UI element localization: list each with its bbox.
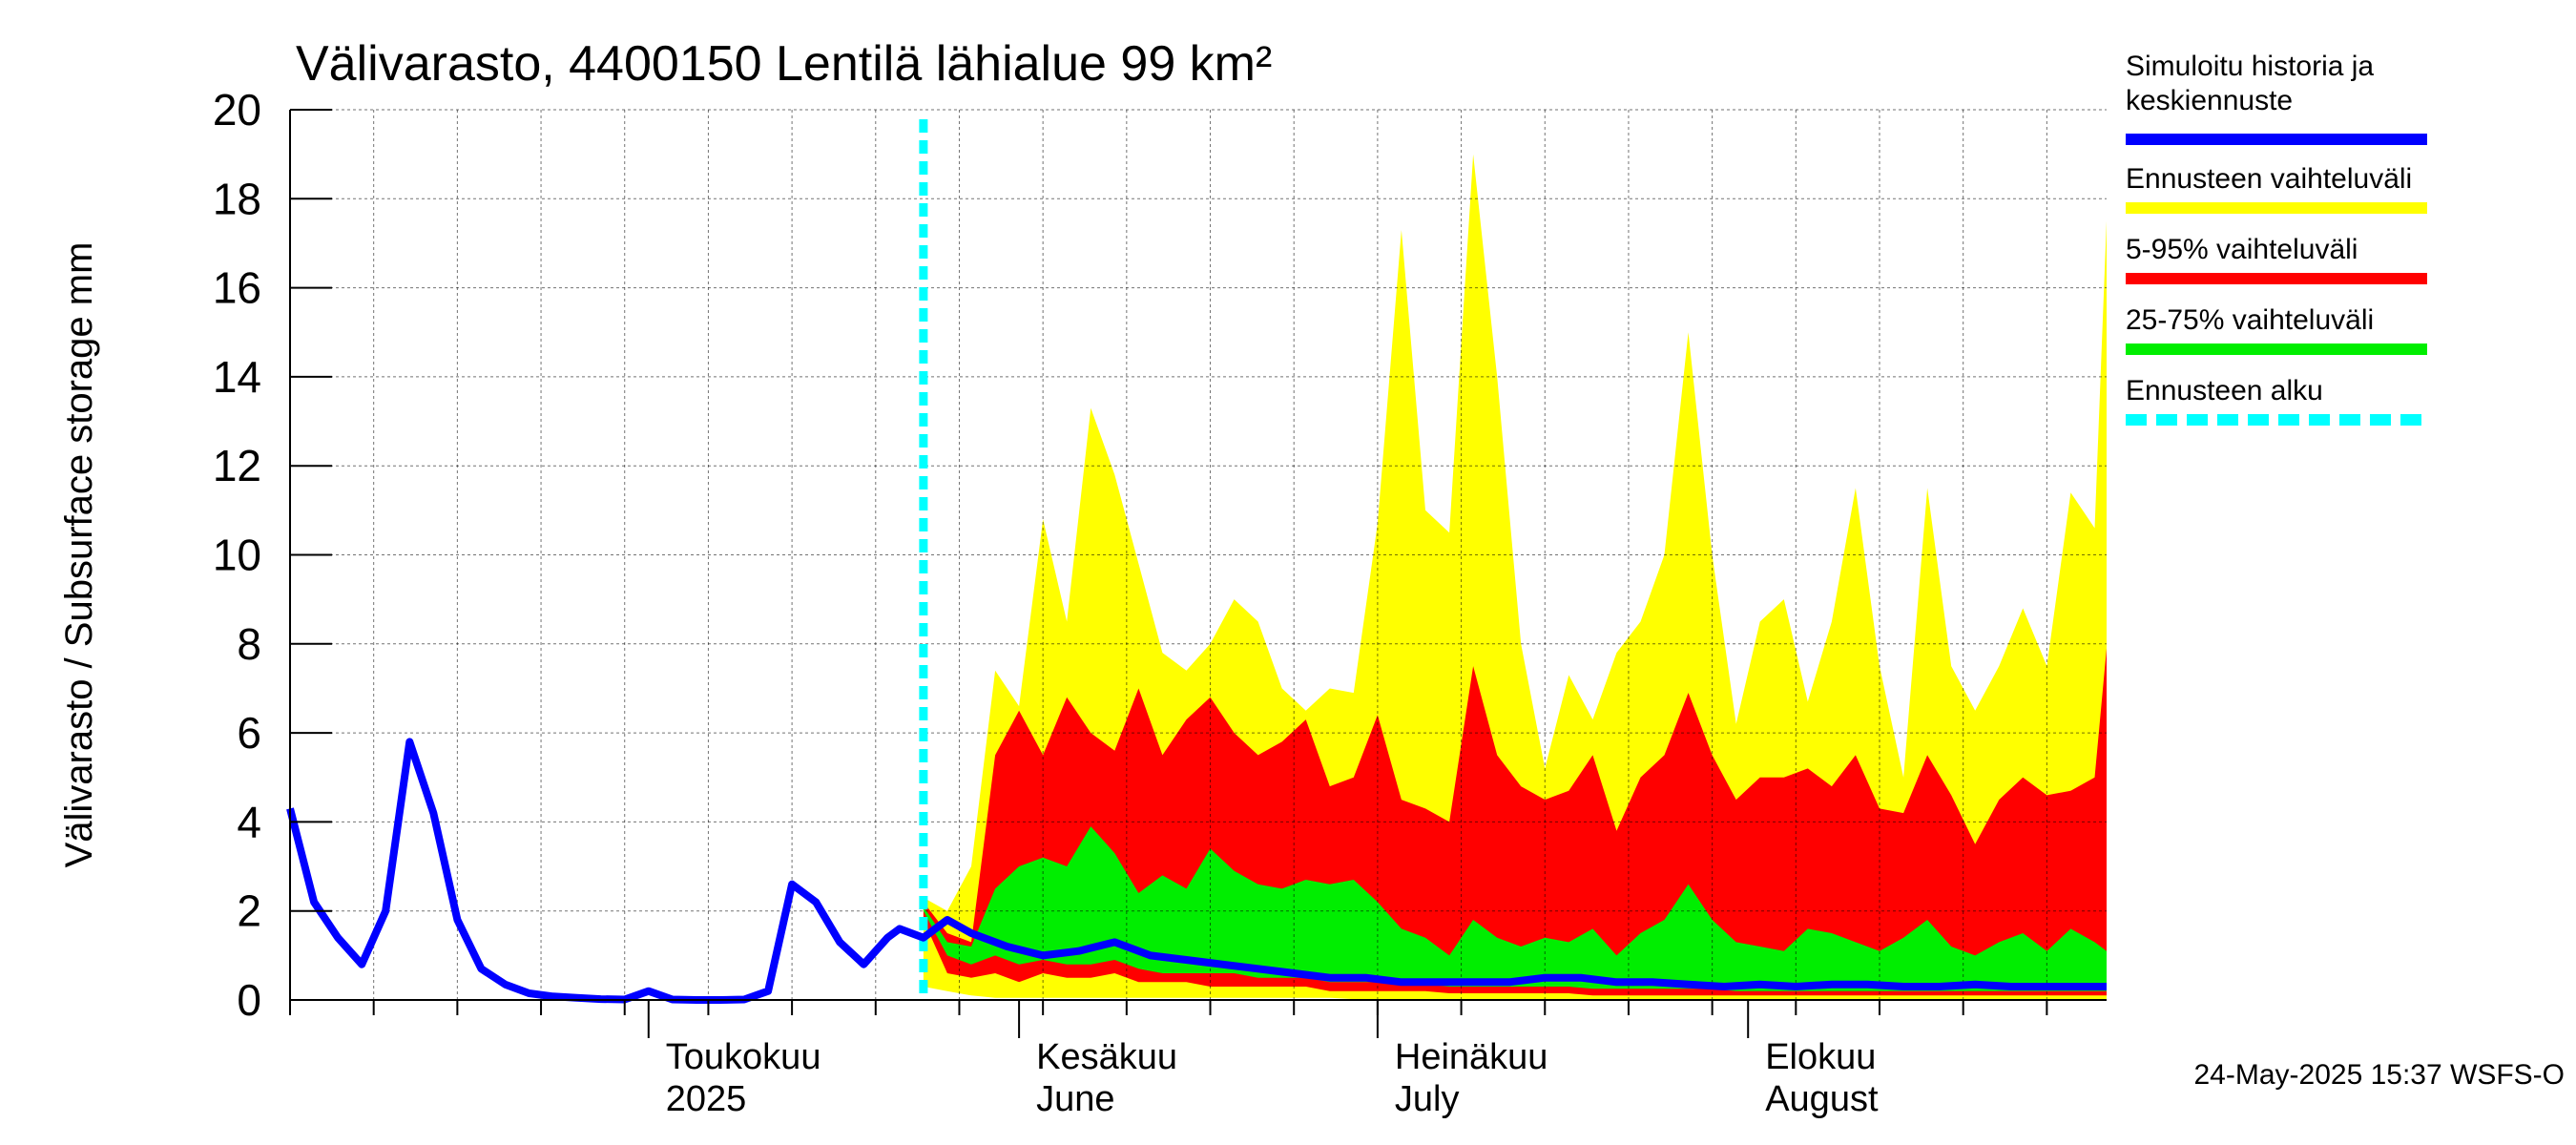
x-month-sublabel: June	[1036, 1079, 1114, 1119]
legend-forecast-start-swatch	[2126, 414, 2427, 426]
legend-full-range-label: Ennusteen vaihteluväli	[2126, 163, 2413, 195]
legend-5-95-swatch	[2126, 273, 2427, 284]
x-month-sublabel: July	[1395, 1079, 1460, 1119]
y-tick-label: 18	[213, 174, 261, 223]
y-tick-label: 12	[213, 441, 261, 490]
y-tick-label: 0	[237, 975, 261, 1025]
legend-history-label: Simuloitu historia ja keskiennuste	[2126, 51, 2375, 116]
band-25-75	[923, 826, 2107, 991]
legend-full-range-swatch	[2126, 202, 2427, 214]
y-tick-label: 16	[213, 263, 261, 313]
chart-title: Välivarasto, 4400150 Lentilä lähialue 99…	[296, 36, 1272, 92]
y-tick-label: 2	[237, 886, 261, 936]
y-tick-label: 4	[237, 797, 261, 846]
axes	[289, 109, 2107, 1038]
y-tick-label: 14	[213, 352, 261, 402]
legend-history-swatch	[2126, 134, 2427, 145]
y-tick-label: 6	[237, 708, 261, 758]
x-month-sublabel: 2025	[666, 1079, 747, 1119]
legend-forecast-start-label: Ennusteen alku	[2126, 375, 2323, 406]
legend-25-75-label: 25-75% vaihteluväli	[2126, 304, 2375, 336]
x-month-label: Elokuu	[1765, 1037, 1876, 1077]
legend-5-95-label: 5-95% vaihteluväli	[2126, 234, 2358, 265]
history-mean-line	[286, 738, 2107, 1004]
y-tick-label: 20	[213, 85, 261, 135]
footer-timestamp: 24-May-2025 15:37 WSFS-O	[2193, 1059, 2566, 1091]
legend-25-75-swatch	[2126, 344, 2427, 355]
y-axis-label: Välivarasto / Subsurface storage mm	[58, 242, 100, 868]
x-month-label: Kesäkuu	[1036, 1037, 1177, 1077]
x-month-label: Heinäkuu	[1395, 1037, 1548, 1077]
forecast-bands	[923, 154, 2107, 1000]
y-tick-label: 10	[213, 531, 261, 580]
y-tick-label: 8	[237, 619, 261, 669]
x-month-label: Toukokuu	[666, 1037, 821, 1077]
series-lines	[286, 119, 2107, 1004]
x-month-sublabel: August	[1765, 1079, 1879, 1119]
